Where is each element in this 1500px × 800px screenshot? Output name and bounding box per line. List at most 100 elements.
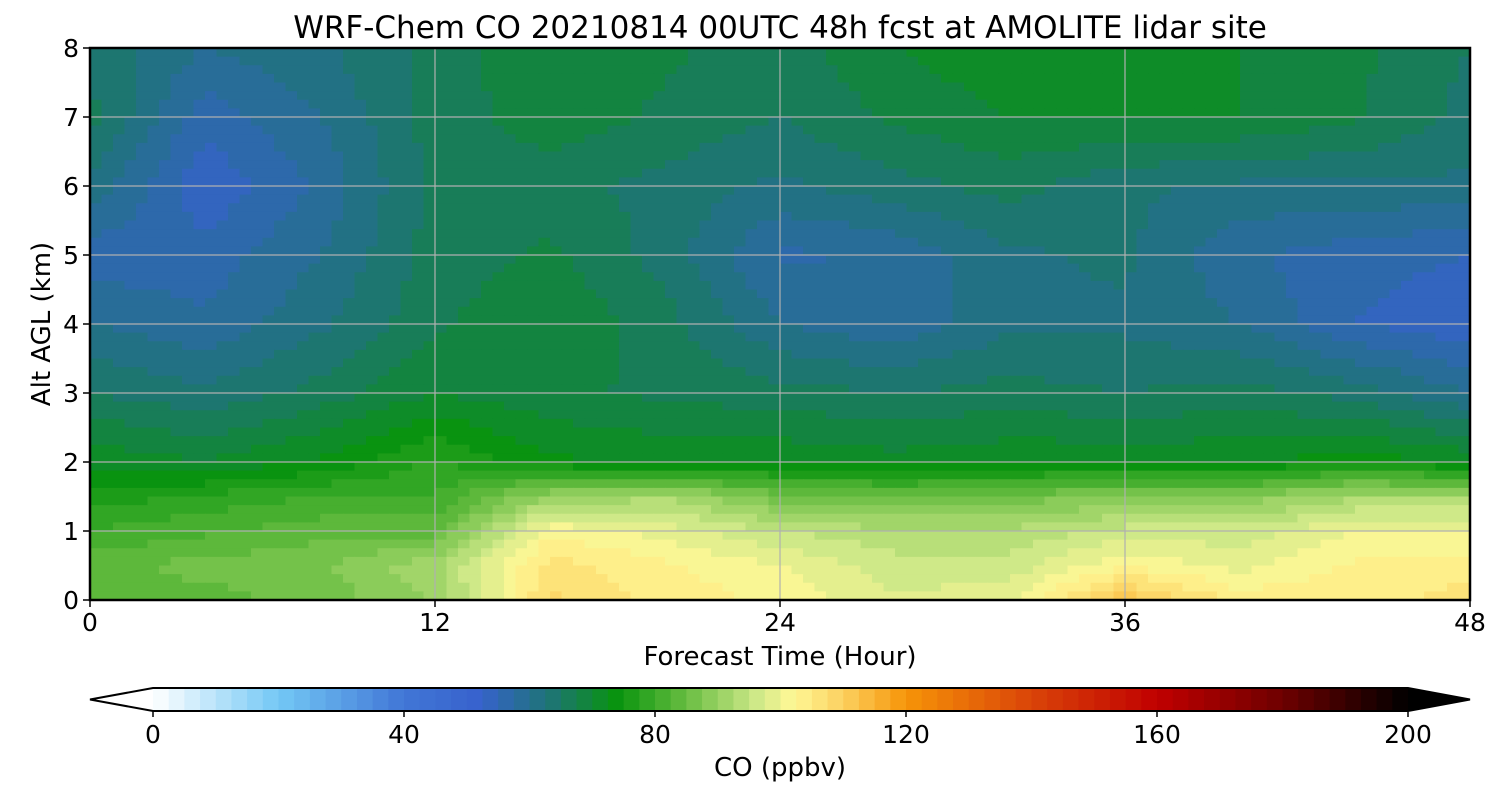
heatmap-cell: [630, 160, 643, 170]
heatmap-cell: [906, 117, 919, 127]
heatmap-cell: [538, 298, 551, 308]
heatmap-cell: [1366, 237, 1379, 247]
heatmap-cell: [320, 65, 333, 75]
heatmap-cell: [412, 280, 425, 291]
heatmap-cell: [1378, 280, 1391, 291]
heatmap-cell: [699, 375, 712, 385]
heatmap-cell: [803, 237, 816, 247]
heatmap-cell: [1182, 315, 1195, 325]
heatmap-cell: [1401, 142, 1414, 153]
heatmap-cell: [400, 117, 413, 127]
heatmap-cell: [1125, 117, 1138, 127]
heatmap-cell: [136, 168, 149, 178]
heatmap-cell: [1274, 117, 1287, 127]
heatmap-cell: [1010, 134, 1023, 144]
heatmap-cell: [849, 99, 862, 109]
heatmap-cell: [964, 65, 977, 75]
heatmap-cell: [1125, 272, 1138, 282]
heatmap-cell: [688, 65, 701, 75]
heatmap-cell: [642, 203, 655, 213]
heatmap-cell: [216, 194, 229, 204]
heatmap-cell: [1366, 108, 1379, 118]
heatmap-cell: [826, 65, 839, 75]
heatmap-cell: [113, 272, 126, 282]
heatmap-cell: [412, 237, 425, 247]
heatmap-cell: [1194, 255, 1207, 265]
heatmap-cell: [527, 99, 540, 109]
heatmap-cell: [1263, 134, 1276, 144]
heatmap-cell: [205, 306, 218, 316]
heatmap-cell: [895, 367, 908, 377]
heatmap-cell: [1274, 393, 1287, 403]
heatmap-cell: [607, 99, 620, 109]
heatmap-cell: [722, 125, 735, 135]
heatmap-cell: [297, 220, 310, 230]
heatmap-cell: [1171, 186, 1184, 196]
heatmap-cell: [561, 168, 574, 178]
heatmap-cell: [745, 99, 758, 109]
heatmap-cell: [975, 160, 988, 170]
heatmap-cell: [1228, 349, 1241, 360]
heatmap-cell: [1182, 220, 1195, 230]
heatmap-cell: [1148, 48, 1161, 58]
heatmap-cell: [423, 246, 436, 256]
heatmap-cell: [1447, 65, 1460, 75]
heatmap-cell: [676, 375, 689, 385]
heatmap-cell: [182, 349, 195, 360]
heatmap-cell: [90, 99, 103, 109]
heatmap-cell: [1435, 358, 1448, 368]
heatmap-cell: [860, 117, 873, 127]
heatmap-cell: [1194, 289, 1207, 299]
heatmap-cell: [699, 142, 712, 153]
heatmap-cell: [1228, 82, 1241, 92]
heatmap-cell: [584, 315, 597, 325]
heatmap-cell: [1343, 160, 1356, 170]
heatmap-cell: [343, 255, 356, 265]
heatmap-cell: [745, 280, 758, 291]
heatmap-cell: [538, 48, 551, 58]
heatmap-cell: [331, 393, 344, 403]
heatmap-cell: [366, 134, 379, 144]
heatmap-cell: [228, 375, 241, 385]
heatmap-cell: [1171, 375, 1184, 385]
heatmap-cell: [1424, 332, 1437, 342]
heatmap-cell: [251, 280, 264, 291]
heatmap-cell: [90, 151, 103, 161]
heatmap-cell: [101, 134, 114, 144]
heatmap-cell: [1332, 341, 1345, 351]
heatmap-cell: [1274, 384, 1287, 394]
heatmap-cell: [1286, 117, 1299, 127]
heatmap-cell: [906, 142, 919, 153]
heatmap-cell: [343, 134, 356, 144]
heatmap-cell: [722, 82, 735, 92]
heatmap-cell: [1194, 65, 1207, 75]
heatmap-cell: [1263, 108, 1276, 118]
heatmap-cell: [1079, 298, 1092, 308]
heatmap-cell: [182, 48, 195, 58]
heatmap-cell: [561, 315, 574, 325]
heatmap-cell: [1240, 246, 1253, 256]
heatmap-cell: [343, 211, 356, 222]
heatmap-cell: [906, 168, 919, 178]
heatmap-cell: [883, 255, 896, 265]
heatmap-cell: [435, 341, 448, 351]
heatmap-cell: [941, 280, 954, 291]
heatmap-cell: [952, 73, 965, 84]
heatmap-cell: [1274, 211, 1287, 222]
heatmap-cell: [1079, 358, 1092, 368]
heatmap-cell: [423, 237, 436, 247]
heatmap-cell: [1102, 229, 1115, 239]
heatmap-cell: [285, 237, 298, 247]
heatmap-cell: [653, 56, 666, 66]
heatmap-cell: [849, 48, 862, 58]
heatmap-cell: [170, 82, 183, 92]
heatmap-cell: [400, 324, 413, 334]
heatmap-cell: [1343, 237, 1356, 247]
heatmap-cell: [354, 324, 367, 334]
heatmap-cell: [1447, 375, 1460, 385]
heatmap-cell: [929, 272, 942, 282]
heatmap-cell: [780, 341, 793, 351]
heatmap-cell: [1343, 306, 1356, 316]
heatmap-cell: [895, 298, 908, 308]
heatmap-cell: [722, 99, 735, 109]
